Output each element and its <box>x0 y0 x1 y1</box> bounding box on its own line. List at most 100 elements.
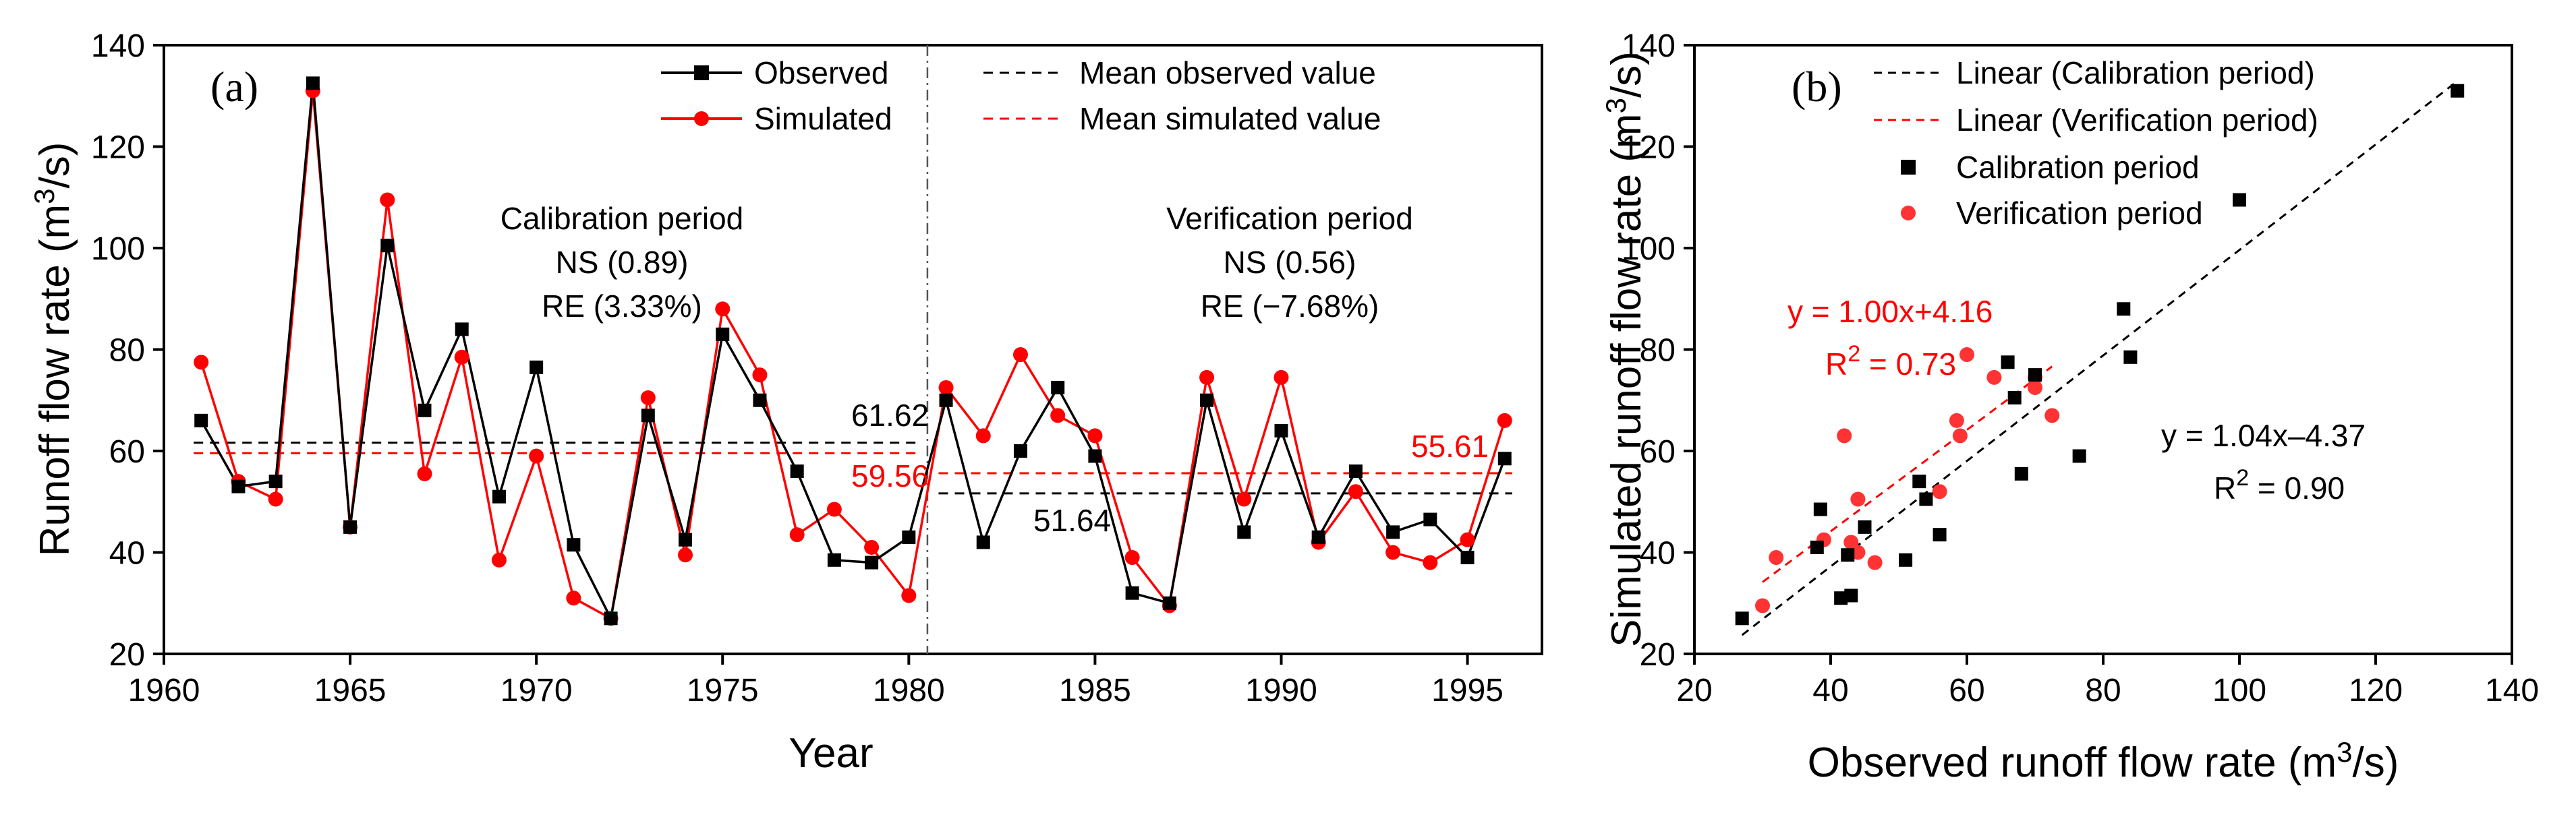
panel-b-x-tick-label: 140 <box>2485 673 2539 708</box>
calibration-point <box>1933 528 1947 542</box>
calibration-point <box>1912 475 1926 489</box>
observed-point <box>716 327 730 341</box>
calibration-mean-observed-label: 61.62 <box>851 398 929 433</box>
verification-mean-observed-label: 51.64 <box>1033 503 1111 538</box>
verification-point <box>1949 413 1964 428</box>
observed-point <box>306 76 320 90</box>
legend-linear-calibration-label: Linear (Calibration period) <box>1956 55 2315 90</box>
simulated-point <box>529 448 544 464</box>
panel-b-y-tick-label: 120 <box>1622 130 1676 166</box>
legend-verification-marker <box>1901 206 1916 220</box>
observed-point <box>1237 525 1251 539</box>
simulated-point <box>194 355 209 370</box>
legend-observed-label: Observed <box>754 55 888 90</box>
simulated-point <box>1273 369 1289 385</box>
calibration-point <box>1841 548 1855 562</box>
verification-point <box>2044 408 2060 423</box>
observed-series-line <box>200 83 1506 622</box>
calibration-title: Calibration period <box>500 201 744 236</box>
legend-mean-observed-label: Mean observed value <box>1079 55 1376 90</box>
calibration-point <box>2014 466 2028 481</box>
observed-point <box>753 393 767 407</box>
observed-point <box>343 520 357 534</box>
panel-b-x-tick-label: 40 <box>1812 673 1848 708</box>
legend-linear-verification-label: Linear (Verification period) <box>1956 102 2318 138</box>
panel-b-y-tick-label: 40 <box>1640 536 1676 572</box>
panel-a-x-tick-label: 1990 <box>1245 673 1317 708</box>
simulated-point <box>1012 347 1028 363</box>
calibration-ns: NS (0.89) <box>556 245 689 280</box>
simulated-point <box>1497 413 1512 428</box>
observed-point <box>455 322 469 336</box>
calibration-fit-r2: R2 = 0.90 <box>2214 465 2345 506</box>
legend-calibration-marker <box>1901 160 1916 175</box>
panel-b-x-tick-label: 20 <box>1676 673 1712 708</box>
calibration-fit-equation: y = 1.04x–4.37 <box>2161 418 2366 453</box>
calibration-mean-simulated-label: 59.56 <box>851 458 929 493</box>
panel-a-x-tick-label: 1985 <box>1059 673 1131 708</box>
simulated-point <box>901 588 917 603</box>
panel-a-label: (a) <box>210 63 258 111</box>
calibration-point <box>2117 302 2131 316</box>
panel-b-x-tick-label: 80 <box>2085 673 2121 708</box>
panel-a-y-tick-label: 20 <box>109 637 145 673</box>
panel-a-x-tick-label: 1975 <box>687 673 759 708</box>
legend-mean-simulated-label: Mean simulated value <box>1079 101 1381 136</box>
observed-point <box>567 538 581 552</box>
simulated-point <box>864 539 880 555</box>
observed-point <box>1274 423 1288 437</box>
observed-point <box>1311 530 1325 544</box>
simulated-point <box>1423 555 1438 570</box>
calibration-point <box>1919 492 1933 506</box>
observed-point <box>641 409 655 423</box>
panel-a-y-tick-label: 120 <box>91 130 145 166</box>
simulated-point <box>1199 369 1215 385</box>
simulated-point <box>640 390 656 405</box>
simulated-point <box>975 428 991 444</box>
panel-b-legend: Linear (Calibration period) Linear (Veri… <box>1874 55 2318 231</box>
observed-point <box>492 489 506 504</box>
verification-point <box>1959 347 1974 363</box>
calibration-point <box>2007 390 2022 404</box>
panel-a-legend: Observed Simulated Mean observed value M… <box>661 55 1381 136</box>
observed-point <box>1348 464 1363 479</box>
panel-b-y-tick-label: 100 <box>1622 231 1676 267</box>
observed-point <box>679 533 693 547</box>
verification-mean-simulated-label: 55.61 <box>1411 429 1489 464</box>
panel-a-x-tick-label: 1965 <box>314 673 387 708</box>
simulated-point <box>454 349 469 365</box>
panel-b-y-tick-label: 20 <box>1640 637 1676 673</box>
observed-point <box>529 360 544 374</box>
panel-a-x-tick-label: 1995 <box>1431 673 1504 708</box>
verification-ns: NS (0.56) <box>1224 245 1356 280</box>
panel-a-y-tick-label: 140 <box>91 28 145 64</box>
verification-point <box>1837 428 1852 444</box>
observed-point <box>790 464 804 479</box>
legend-verification-label: Verification period <box>1956 195 2203 231</box>
observed-point <box>418 403 432 417</box>
observed-point <box>1013 444 1027 458</box>
legend-simulated-marker <box>694 111 709 126</box>
observed-point <box>1200 393 1214 407</box>
panel-a: 1960 1965 1970 1975 1980 1985 1990 1995 20 40 60 80… <box>28 28 1543 777</box>
verification-re: RE (−7.68%) <box>1201 289 1379 324</box>
simulated-point <box>1124 550 1140 566</box>
panel-a-y-tick-label: 80 <box>109 333 145 369</box>
simulated-point <box>715 301 731 317</box>
observed-point <box>939 393 953 407</box>
observed-point <box>268 475 283 489</box>
calibration-point <box>2028 368 2042 382</box>
simulated-series-line <box>200 90 1506 621</box>
panel-b-y-tick-label: 60 <box>1640 434 1676 470</box>
calibration-point <box>2123 350 2138 364</box>
calibration-fit-line <box>1741 80 2459 636</box>
observed-point <box>902 530 916 544</box>
simulated-point <box>491 552 507 568</box>
panel-b-x-tick-label: 60 <box>1949 673 1984 708</box>
simulated-point <box>417 466 432 481</box>
simulated-point <box>1385 545 1401 560</box>
verification-fit-r2: R2 = 0.73 <box>1825 341 1956 382</box>
panel-b-y-tick-label: 80 <box>1640 333 1676 369</box>
simulated-point <box>1348 484 1363 500</box>
